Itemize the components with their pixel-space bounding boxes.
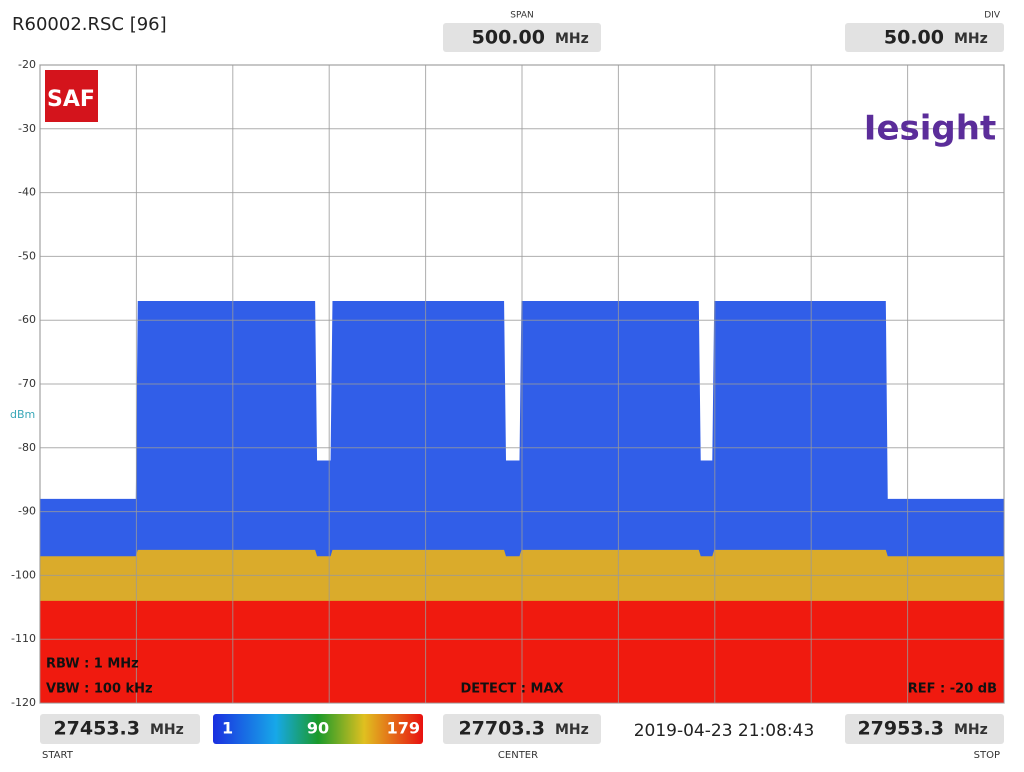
span-value: 500.00 (472, 27, 545, 49)
detect: DETECT : MAX (460, 682, 563, 697)
colorbar-min: 1 (222, 719, 233, 738)
div-value: 50.00 (884, 27, 944, 49)
iesight-logo: Iesight (864, 109, 996, 149)
center-box (443, 714, 601, 744)
span-unit: MHz (555, 31, 589, 47)
y-tick-label: -110 (11, 632, 36, 645)
y-tick-label: -70 (18, 377, 36, 390)
center-value: 27703.3 (458, 718, 545, 740)
y-tick-label: -50 (18, 249, 36, 262)
ref: REF : -20 dB (908, 682, 997, 697)
start-unit: MHz (150, 722, 184, 738)
color-bar (213, 714, 423, 744)
center-label: CENTER (498, 750, 538, 761)
div-box (845, 23, 1004, 52)
start-label: START (42, 750, 74, 761)
y-tick-label: -90 (18, 505, 36, 518)
stop-value: 27953.3 (857, 718, 944, 740)
y-axis-label: dBm (10, 408, 35, 421)
y-tick-label: -120 (11, 696, 36, 709)
div-unit: MHz (954, 31, 988, 47)
stop-unit: MHz (954, 722, 988, 738)
vbw: VBW : 100 kHz (46, 682, 153, 697)
colorbar-mid: 90 (307, 719, 329, 738)
stop-label: STOP (974, 750, 1000, 761)
y-tick-label: -60 (18, 313, 36, 326)
y-tick-label: -20 (18, 58, 36, 71)
start-box (40, 714, 200, 744)
saf-logo-text: SAF (47, 87, 95, 112)
file-name: R60002.RSC [96] (12, 14, 167, 35)
y-tick-label: -100 (11, 568, 36, 581)
span-box (443, 23, 601, 52)
center-unit: MHz (555, 722, 589, 738)
colorbar-max: 179 (387, 719, 420, 738)
saf-logo (45, 70, 98, 122)
timestamp: 2019-04-23 21:08:43 (634, 721, 815, 741)
span-label: SPAN (510, 11, 533, 21)
start-value: 27453.3 (53, 718, 140, 740)
stop-box (845, 714, 1004, 744)
y-tick-label: -40 (18, 186, 36, 199)
rbw: RBW : 1 MHz (46, 657, 139, 672)
y-tick-label: -80 (18, 441, 36, 454)
y-tick-label: -30 (18, 122, 36, 135)
div-label: DIV (984, 11, 1001, 21)
